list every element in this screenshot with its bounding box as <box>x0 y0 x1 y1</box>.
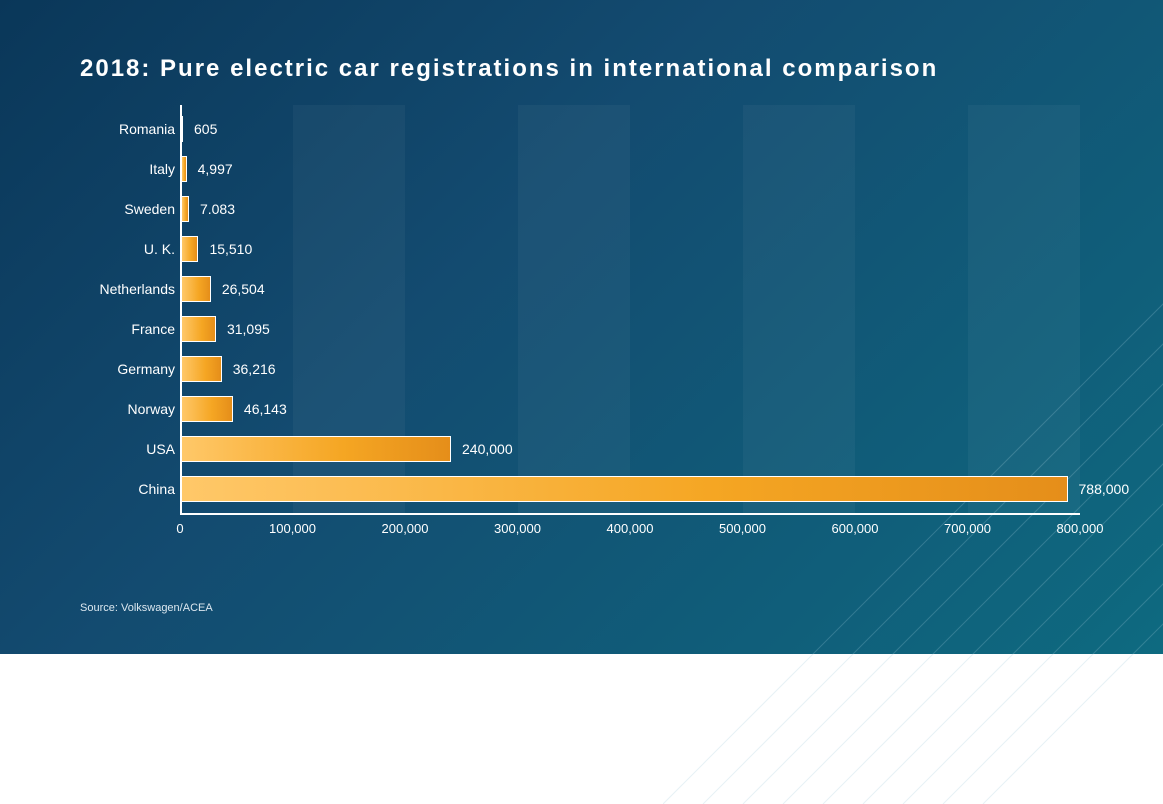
chart-title: 2018: Pure electric car registrations in… <box>80 55 938 83</box>
country-label: Netherlands <box>75 281 175 297</box>
bar <box>181 436 451 462</box>
country-label: Romania <box>75 121 175 137</box>
bar-row: France31,095 <box>180 309 1080 349</box>
bar-row: Germany36,216 <box>180 349 1080 389</box>
bar-row: Netherlands26,504 <box>180 269 1080 309</box>
bar <box>181 476 1068 502</box>
x-tick: 600,000 <box>832 521 879 536</box>
value-label: 36,216 <box>233 361 276 377</box>
value-label: 7.083 <box>200 201 235 217</box>
bar <box>181 196 189 222</box>
country-label: Sweden <box>75 201 175 217</box>
value-label: 240,000 <box>462 441 513 457</box>
value-label: 26,504 <box>222 281 265 297</box>
x-tick: 400,000 <box>607 521 654 536</box>
bar-chart: Romania605Italy4,997Sweden7.083U. K.15,5… <box>80 105 1080 555</box>
bar <box>181 236 198 262</box>
bar-row: USA240,000 <box>180 429 1080 469</box>
value-label: 31,095 <box>227 321 270 337</box>
bar <box>181 356 222 382</box>
x-tick: 700,000 <box>944 521 991 536</box>
x-tick: 100,000 <box>269 521 316 536</box>
bar-row: Norway46,143 <box>180 389 1080 429</box>
bar <box>181 276 211 302</box>
bar <box>181 316 216 342</box>
y-axis-line <box>180 105 182 515</box>
bar-row: Italy4,997 <box>180 149 1080 189</box>
country-label: France <box>75 321 175 337</box>
x-tick: 300,000 <box>494 521 541 536</box>
value-label: 788,000 <box>1079 481 1130 497</box>
bar-row: Sweden7.083 <box>180 189 1080 229</box>
x-tick: 0 <box>176 521 183 536</box>
value-label: 15,510 <box>209 241 252 257</box>
country-label: Italy <box>75 161 175 177</box>
country-label: U. K. <box>75 241 175 257</box>
x-tick: 200,000 <box>382 521 429 536</box>
chart-source: Source: Volkswagen/ACEA <box>80 602 213 614</box>
x-tick: 800,000 <box>1057 521 1104 536</box>
plot-area: Romania605Italy4,997Sweden7.083U. K.15,5… <box>180 105 1080 515</box>
country-label: Germany <box>75 361 175 377</box>
value-label: 46,143 <box>244 401 287 417</box>
bar-row: China788,000 <box>180 469 1080 509</box>
country-label: Norway <box>75 401 175 417</box>
bar-row: Romania605 <box>180 109 1080 149</box>
value-label: 605 <box>194 121 217 137</box>
bar-row: U. K.15,510 <box>180 229 1080 269</box>
value-label: 4,997 <box>198 161 233 177</box>
country-label: China <box>75 481 175 497</box>
x-tick: 500,000 <box>719 521 766 536</box>
bar <box>181 396 233 422</box>
x-axis-ticks: 0100,000200,000300,000400,000500,000600,… <box>180 515 1080 555</box>
country-label: USA <box>75 441 175 457</box>
